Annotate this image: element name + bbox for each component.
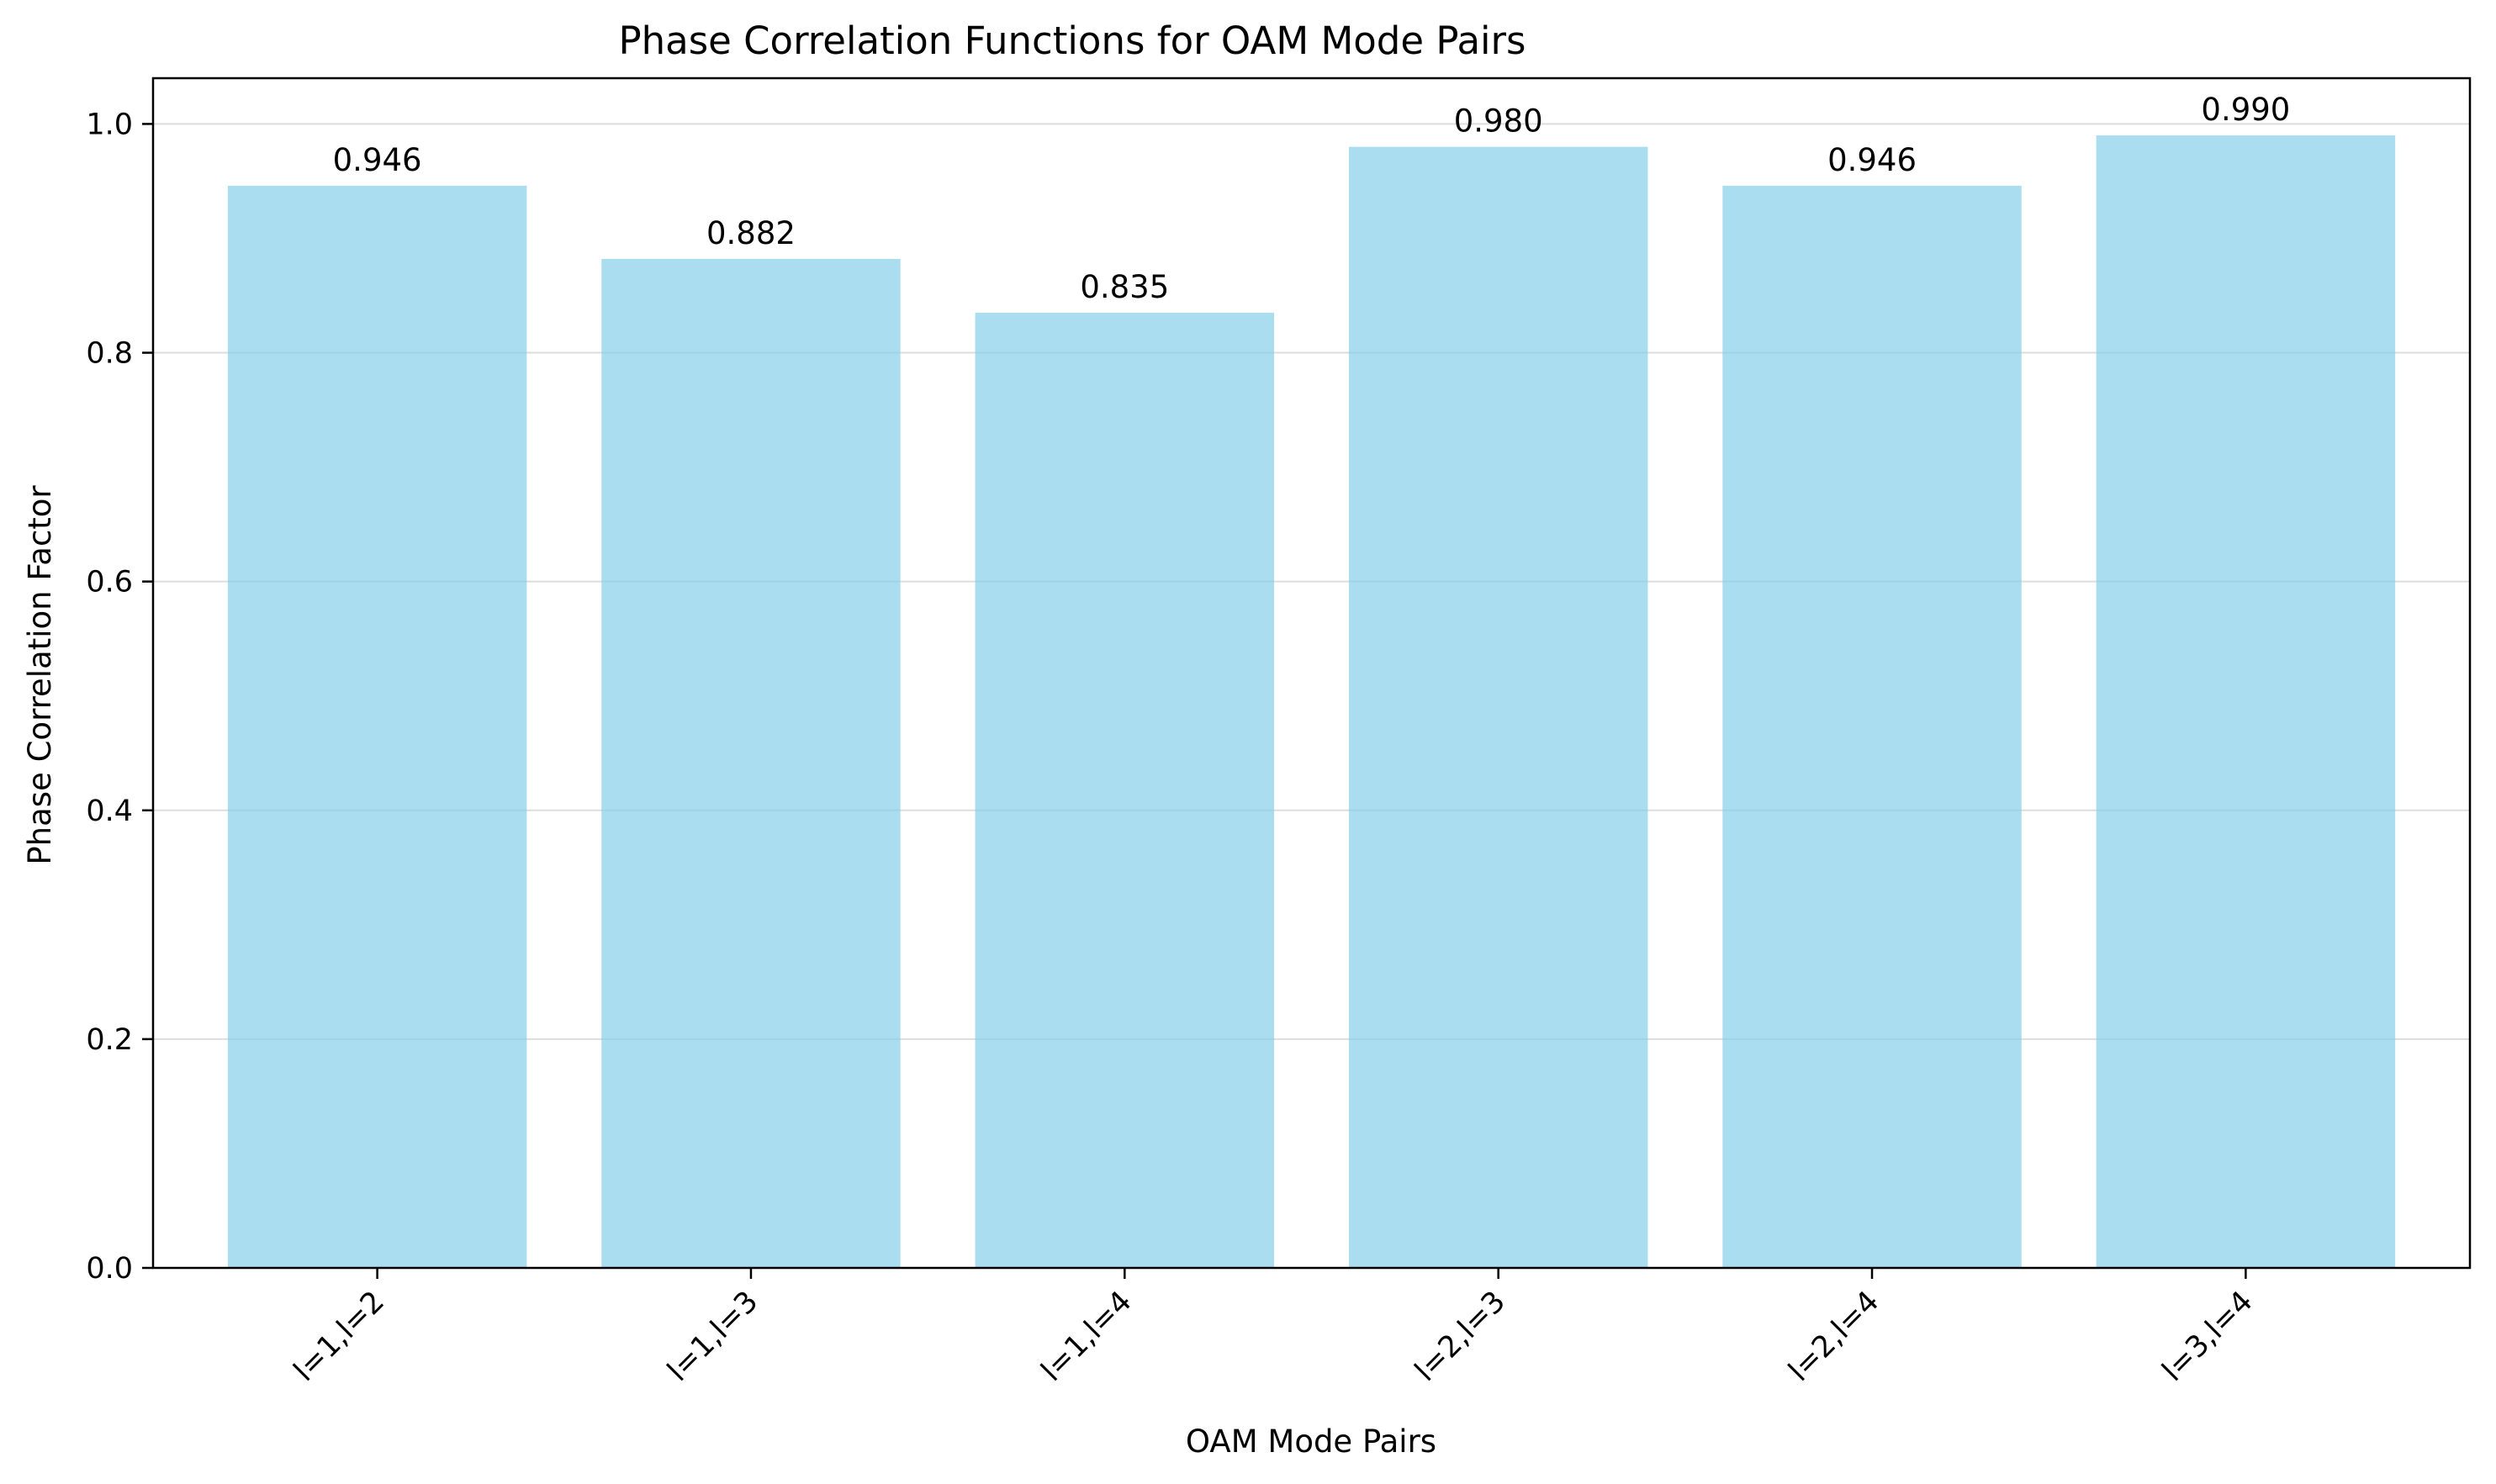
y-axis-label: Phase Correlation Factor: [22, 485, 58, 865]
axes: [151, 77, 2472, 1270]
data-label: 0.990: [2201, 92, 2290, 128]
bar: [1722, 185, 2022, 1268]
y-tick-label: 0.8: [86, 337, 133, 371]
data-label: 0.946: [333, 142, 422, 178]
x-axis-label: OAM Mode Pairs: [1186, 1423, 1436, 1460]
bar: [1348, 146, 1648, 1268]
y-tick-label: 0.6: [86, 566, 133, 599]
y-tick-label: 1.0: [86, 108, 133, 141]
bar: [2096, 135, 2396, 1269]
data-labels: 0.946 0.882 0.835 0.980 0.946 0.990: [333, 92, 2291, 305]
y-tick-label: 0.0: [86, 1252, 133, 1286]
data-label: 0.882: [706, 215, 796, 251]
bar: [975, 312, 1275, 1269]
plot-frame: [151, 77, 2472, 1270]
bar: [227, 185, 527, 1268]
data-label: 0.946: [1827, 142, 1917, 178]
y-tick-label: 0.2: [86, 1023, 133, 1057]
data-label: 0.835: [1080, 269, 1169, 305]
bar: [601, 258, 901, 1268]
bars: [227, 135, 2396, 1269]
chart-title: Phase Correlation Functions for OAM Mode…: [618, 18, 1526, 63]
data-label: 0.980: [1454, 103, 1543, 140]
y-tick-label: 0.4: [86, 795, 133, 828]
